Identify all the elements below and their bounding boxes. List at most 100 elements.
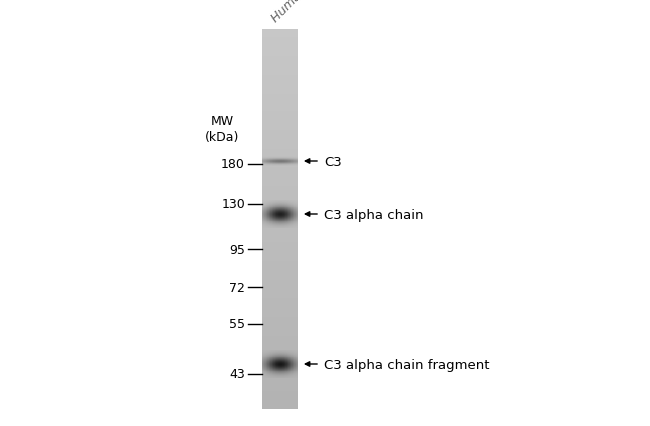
Bar bbox=[262, 81, 298, 82]
Bar bbox=[262, 74, 298, 75]
Bar bbox=[262, 357, 298, 359]
Bar bbox=[262, 107, 298, 108]
Bar bbox=[262, 44, 298, 45]
Bar bbox=[262, 221, 298, 222]
Bar bbox=[262, 163, 298, 164]
Bar bbox=[262, 72, 298, 73]
Bar bbox=[262, 266, 298, 268]
Bar bbox=[262, 201, 298, 202]
Bar bbox=[262, 197, 298, 198]
Bar bbox=[262, 138, 298, 140]
Bar bbox=[262, 366, 298, 367]
Bar bbox=[262, 155, 298, 156]
Text: C3 alpha chain: C3 alpha chain bbox=[324, 208, 424, 221]
Bar bbox=[262, 325, 298, 327]
Bar bbox=[262, 252, 298, 253]
Bar bbox=[262, 145, 298, 146]
Bar bbox=[262, 333, 298, 334]
Bar bbox=[262, 176, 298, 178]
Bar bbox=[262, 113, 298, 115]
Bar bbox=[262, 299, 298, 300]
Bar bbox=[262, 295, 298, 296]
Bar bbox=[262, 70, 298, 72]
Bar bbox=[262, 253, 298, 255]
Bar bbox=[262, 352, 298, 354]
Bar bbox=[262, 400, 298, 401]
Bar bbox=[262, 269, 298, 270]
Bar bbox=[262, 291, 298, 293]
Bar bbox=[262, 127, 298, 129]
Bar bbox=[262, 142, 298, 144]
Bar bbox=[262, 383, 298, 384]
Bar bbox=[262, 93, 298, 95]
Bar bbox=[262, 311, 298, 312]
Bar bbox=[262, 161, 298, 163]
Bar bbox=[262, 52, 298, 53]
Bar bbox=[262, 122, 298, 124]
Bar bbox=[262, 31, 298, 32]
Bar bbox=[262, 401, 298, 403]
Bar bbox=[262, 322, 298, 323]
Bar bbox=[262, 308, 298, 309]
Bar bbox=[262, 386, 298, 388]
Bar bbox=[262, 147, 298, 149]
Bar bbox=[262, 257, 298, 259]
Bar bbox=[262, 115, 298, 116]
Bar bbox=[262, 37, 298, 39]
Bar bbox=[262, 188, 298, 189]
Bar bbox=[262, 111, 298, 112]
Bar bbox=[262, 408, 298, 409]
Bar bbox=[262, 48, 298, 49]
Bar bbox=[262, 59, 298, 60]
Bar bbox=[262, 338, 298, 340]
Bar bbox=[262, 283, 298, 284]
Bar bbox=[262, 174, 298, 175]
Bar bbox=[262, 208, 298, 209]
Bar bbox=[262, 168, 298, 169]
Bar bbox=[262, 300, 298, 302]
Bar bbox=[262, 318, 298, 320]
Bar bbox=[262, 192, 298, 193]
Bar bbox=[262, 343, 298, 345]
Bar bbox=[262, 332, 298, 333]
Bar bbox=[262, 181, 298, 183]
Bar bbox=[262, 321, 298, 322]
Bar bbox=[262, 97, 298, 98]
Bar bbox=[262, 190, 298, 192]
Bar bbox=[262, 112, 298, 113]
Bar bbox=[262, 303, 298, 304]
Bar bbox=[262, 248, 298, 250]
Bar bbox=[262, 377, 298, 379]
Bar bbox=[262, 342, 298, 343]
Bar bbox=[262, 121, 298, 122]
Bar bbox=[262, 92, 298, 93]
Bar bbox=[262, 173, 298, 174]
Bar bbox=[262, 124, 298, 125]
Bar bbox=[262, 91, 298, 92]
Bar bbox=[262, 379, 298, 380]
Bar bbox=[262, 146, 298, 147]
Bar bbox=[262, 395, 298, 397]
Bar bbox=[262, 117, 298, 118]
Text: 130: 130 bbox=[221, 198, 245, 211]
Bar bbox=[262, 204, 298, 206]
Bar bbox=[262, 391, 298, 393]
Bar bbox=[262, 108, 298, 109]
Bar bbox=[262, 393, 298, 394]
Bar bbox=[262, 150, 298, 151]
Text: 43: 43 bbox=[229, 368, 245, 380]
Bar bbox=[262, 180, 298, 181]
Bar bbox=[262, 270, 298, 271]
Text: 55: 55 bbox=[229, 318, 245, 331]
Bar bbox=[262, 360, 298, 361]
Bar bbox=[262, 350, 298, 351]
Bar bbox=[262, 385, 298, 386]
Bar bbox=[262, 120, 298, 121]
Bar bbox=[262, 389, 298, 390]
Bar bbox=[262, 290, 298, 291]
Bar bbox=[262, 316, 298, 317]
Bar bbox=[262, 165, 298, 167]
Bar bbox=[262, 213, 298, 214]
Bar bbox=[262, 260, 298, 261]
Bar bbox=[262, 236, 298, 237]
